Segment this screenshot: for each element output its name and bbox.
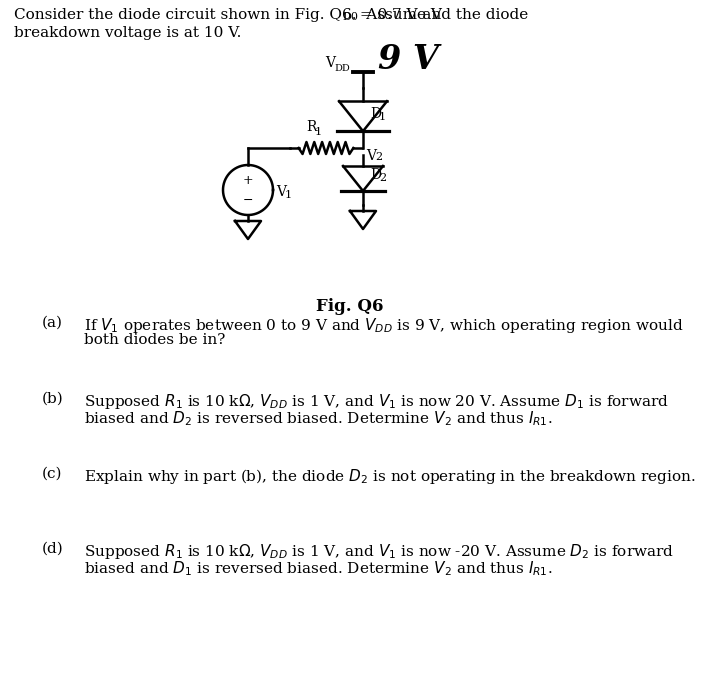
Text: biased and $D_2$ is reversed biased. Determine $V_2$ and thus $I_{R1}$.: biased and $D_2$ is reversed biased. Det…: [84, 409, 552, 428]
Text: 1: 1: [379, 112, 386, 122]
Text: V: V: [325, 56, 335, 70]
Text: Supposed $R_1$ is 10 k$\Omega$, $V_{DD}$ is 1 V, and $V_1$ is now 20 V. Assume $: Supposed $R_1$ is 10 k$\Omega$, $V_{DD}$…: [84, 392, 669, 411]
Text: (a): (a): [42, 316, 63, 330]
Text: 2: 2: [379, 173, 386, 183]
Text: Fig. Q6: Fig. Q6: [316, 298, 384, 315]
Text: (b): (b): [42, 392, 64, 406]
Text: If $V_1$ operates between 0 to 9 V and $V_{DD}$ is 9 V, which operating region w: If $V_1$ operates between 0 to 9 V and $…: [84, 316, 683, 335]
Text: (c): (c): [42, 467, 62, 481]
Text: +: +: [243, 174, 253, 187]
Text: V: V: [366, 149, 376, 163]
Text: 9 V: 9 V: [378, 43, 439, 76]
Text: (d): (d): [42, 542, 64, 556]
Text: DD: DD: [334, 64, 350, 73]
Text: −: −: [243, 194, 253, 207]
Text: biased and $D_1$ is reversed biased. Determine $V_2$ and thus $I_{R1}$.: biased and $D_1$ is reversed biased. Det…: [84, 559, 552, 578]
Text: D: D: [370, 107, 381, 121]
Text: D0: D0: [343, 12, 358, 22]
Text: V: V: [276, 185, 286, 199]
Text: Explain why in part (b), the diode $D_2$ is not operating in the breakdown regio: Explain why in part (b), the diode $D_2$…: [84, 467, 696, 486]
Text: = 0.7 V and the diode: = 0.7 V and the diode: [355, 8, 529, 22]
Text: 2: 2: [375, 152, 382, 162]
Text: Consider the diode circuit shown in Fig. Q6.  Assume V: Consider the diode circuit shown in Fig.…: [14, 8, 442, 22]
Text: R: R: [306, 120, 317, 134]
Text: 1: 1: [285, 190, 292, 200]
Text: D: D: [370, 168, 381, 182]
Text: both diodes be in?: both diodes be in?: [84, 333, 225, 347]
Text: Supposed $R_1$ is 10 k$\Omega$, $V_{DD}$ is 1 V, and $V_1$ is now -20 V. Assume : Supposed $R_1$ is 10 k$\Omega$, $V_{DD}$…: [84, 542, 674, 561]
Text: breakdown voltage is at 10 V.: breakdown voltage is at 10 V.: [14, 26, 241, 40]
Text: 1: 1: [315, 127, 322, 137]
